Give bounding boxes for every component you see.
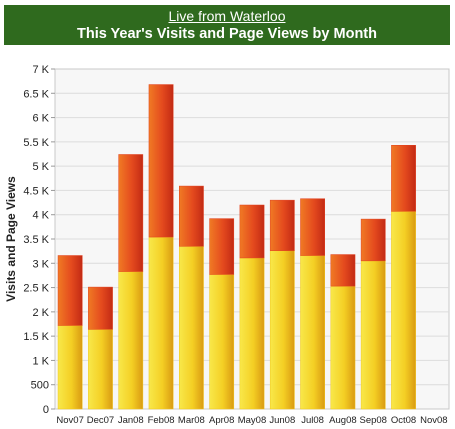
bar-page-views: [88, 286, 113, 330]
site-link[interactable]: Live from Waterloo: [168, 8, 286, 24]
x-tick-label: Jun08: [269, 415, 295, 426]
y-tick-label: 500: [31, 380, 49, 392]
bar-visits: [300, 255, 325, 410]
bar-visits: [209, 274, 235, 410]
y-tick-label: 0: [43, 404, 49, 416]
x-tick-label: Nov08: [420, 415, 447, 426]
x-tick-label: Feb08: [148, 415, 175, 426]
bar-page-views: [269, 199, 295, 251]
x-tick-label: Aug08: [329, 415, 356, 426]
x-tick-label: Mar08: [178, 415, 205, 426]
bar-visits: [239, 257, 265, 410]
y-tick-label: 7 K: [32, 64, 49, 76]
x-tick-label: Jul08: [301, 415, 324, 426]
x-tick-label: Dec07: [87, 415, 114, 426]
x-tick-label: Sep08: [359, 415, 386, 426]
bar-visits: [88, 329, 113, 410]
bar-visits: [330, 285, 356, 410]
x-tick-label: Jan08: [118, 415, 144, 426]
y-axis-label: Visits and Page Views: [4, 176, 18, 302]
y-tick-label: 2 K: [32, 307, 49, 319]
y-tick-label: 4 K: [32, 210, 49, 222]
bars: [57, 84, 416, 410]
chart-header: Live from Waterloo This Year's Visits an…: [4, 5, 450, 45]
x-tick-label: May08: [238, 415, 267, 426]
y-tick-labels: 0 500 1 K 1.5 K 2 K 2.5 K 3 K 3.5 K 4 K 4.5 K 5 K 5…: [23, 64, 49, 416]
y-tick-label: 6.5 K: [23, 88, 49, 100]
bar-page-views: [391, 145, 416, 212]
bar-page-views: [57, 255, 83, 326]
y-tick-label: 6 K: [32, 113, 49, 125]
y-tick-label: 5.5 K: [23, 137, 49, 149]
bar-page-views: [209, 218, 235, 275]
x-tick-label: Nov07: [56, 415, 83, 426]
bar-page-views: [300, 198, 325, 256]
bar-page-views: [118, 154, 144, 272]
bar-page-views: [239, 204, 265, 259]
bar-visits: [179, 246, 204, 410]
bar-visits: [391, 211, 416, 410]
chart-title: This Year's Visits and Page Views by Mon…: [76, 26, 377, 42]
bar-visits: [57, 325, 83, 410]
x-tick-labels: Nov07 Dec07 Jan08 Feb08 Mar08 Apr08 May08 Jun08…: [56, 415, 447, 426]
y-tick-label: 4.5 K: [23, 185, 49, 197]
bar-page-views: [330, 254, 356, 287]
y-tick-label: 1.5 K: [23, 331, 49, 343]
x-tick-label: Oct08: [391, 415, 416, 426]
bar-visits: [269, 250, 295, 410]
y-tick-label: 2.5 K: [23, 283, 49, 295]
y-tick-label: 3 K: [32, 258, 49, 270]
y-tick-label: 3.5 K: [23, 234, 49, 246]
bar-visits: [148, 236, 174, 410]
bar-page-views: [360, 218, 386, 262]
bar-page-views: [179, 185, 204, 247]
bar-page-views: [148, 84, 174, 238]
bar-visits: [360, 260, 386, 410]
y-tick-label: 1 K: [32, 355, 49, 367]
bar-visits: [118, 271, 144, 410]
x-tick-label: Apr08: [209, 415, 234, 426]
y-tick-label: 5 K: [32, 161, 49, 173]
